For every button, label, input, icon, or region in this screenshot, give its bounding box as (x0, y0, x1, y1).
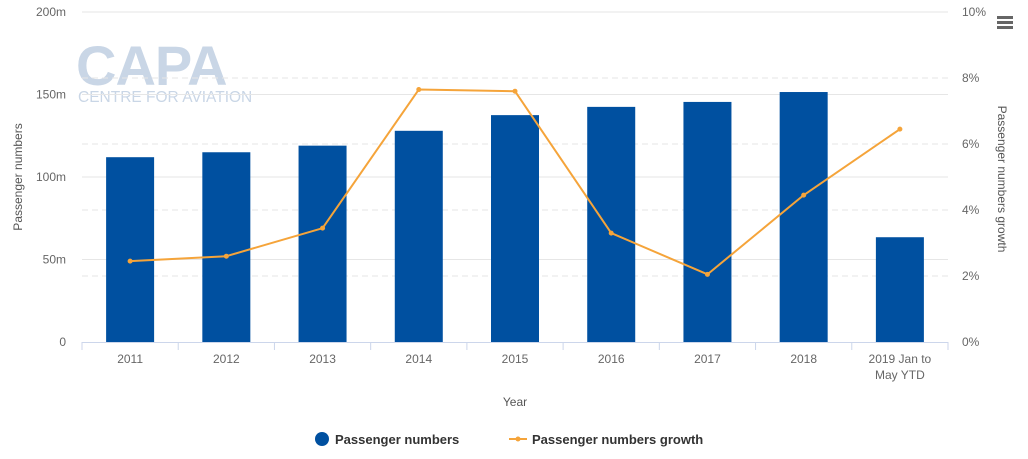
y-tick-label: 200m (36, 5, 66, 19)
x-axis-title: Year (503, 395, 527, 409)
y-axis-title: Passenger numbers (11, 123, 25, 230)
y-tick-label: 50m (43, 253, 66, 267)
y2-tick-label: 10% (962, 5, 986, 19)
legend-label: Passenger numbers growth (532, 432, 703, 447)
bar[interactable] (587, 106, 636, 342)
chart-menu-button[interactable] (994, 14, 1016, 34)
x-tick-label: 2015 (502, 352, 529, 366)
growth-point[interactable] (416, 87, 422, 93)
y2-tick-label: 8% (962, 71, 980, 85)
legend-item-passenger-numbers[interactable]: Passenger numbers (315, 432, 459, 447)
y-tick-label: 0 (59, 335, 66, 349)
bar[interactable] (875, 237, 924, 342)
axes: 0 50m 100m 150m 200m 0% 2% 4% 6% 8% 10% 2011 2012 201… (11, 5, 1009, 409)
hamburger-menu-icon (997, 16, 1013, 19)
legend-item-passenger-numbers-growth[interactable]: Passenger numbers growth (509, 432, 703, 447)
bar-series (106, 92, 924, 343)
growth-point[interactable] (320, 225, 326, 231)
growth-point[interactable] (223, 253, 229, 259)
growth-point[interactable] (512, 88, 518, 94)
y2-tick-label: 2% (962, 269, 980, 283)
x-tick-label: 2014 (405, 352, 432, 366)
y2-tick-label: 0% (962, 335, 980, 349)
bar[interactable] (491, 115, 539, 342)
bar[interactable] (202, 152, 251, 342)
x-tick-label: 2019 Jan to May YTD (869, 352, 932, 382)
y-tick-label: 100m (36, 170, 66, 184)
growth-point[interactable] (127, 258, 133, 264)
x-tick-label: 2017 (694, 352, 721, 366)
line-series (127, 87, 903, 277)
growth-point[interactable] (897, 126, 903, 132)
x-tick-label: 2011 (117, 352, 143, 366)
x-tick-label: 2012 (213, 352, 240, 366)
hamburger-menu-icon-line (997, 21, 1013, 24)
hamburger-menu-icon-line (997, 26, 1013, 29)
capa-watermark-logo: CAPA CENTRE FOR AVIATION (76, 34, 252, 106)
bar[interactable] (779, 92, 828, 343)
y2-tick-label: 4% (962, 203, 980, 217)
y-tick-label: 150m (36, 88, 66, 102)
watermark-brand: CAPA (76, 34, 227, 97)
legend-symbol-point (515, 436, 521, 442)
legend: Passenger numbers Passenger numbers growt… (315, 432, 703, 447)
x-tick-label: 2018 (790, 352, 817, 366)
legend-label: Passenger numbers (335, 432, 459, 447)
watermark-tagline: CENTRE FOR AVIATION (78, 89, 252, 106)
bar[interactable] (298, 145, 347, 342)
growth-point[interactable] (801, 192, 807, 198)
growth-point[interactable] (608, 230, 614, 236)
y2-tick-label: 6% (962, 137, 980, 151)
bar[interactable] (394, 130, 443, 342)
y2-axis-title: Passenger numbers growth (995, 106, 1009, 253)
growth-point[interactable] (704, 271, 710, 277)
x-tick-label: 2016 (598, 352, 625, 366)
bar[interactable] (683, 101, 732, 342)
x-tick-label: 2013 (309, 352, 336, 366)
legend-symbol-bar (315, 432, 329, 446)
bar[interactable] (106, 157, 155, 342)
